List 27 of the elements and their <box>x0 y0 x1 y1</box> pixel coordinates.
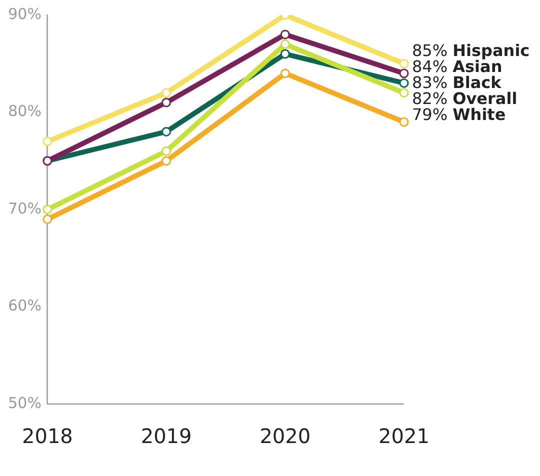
y-tick-label: 70% <box>8 199 42 218</box>
x-tick-label: 2021 <box>378 424 430 448</box>
x-tick-label: 2019 <box>140 424 192 448</box>
point <box>280 39 290 49</box>
point <box>399 58 409 68</box>
y-tick-label: 80% <box>8 102 42 120</box>
y-tick-label: 50% <box>8 394 42 412</box>
y-tick-label: 90% <box>8 4 42 23</box>
point <box>399 88 409 98</box>
x-tick-label: 2020 <box>260 424 311 448</box>
point <box>280 30 290 40</box>
point <box>42 136 52 146</box>
point <box>399 78 409 88</box>
point <box>42 214 52 224</box>
point <box>399 117 409 127</box>
point <box>162 146 172 156</box>
point <box>42 204 52 214</box>
point <box>399 68 409 78</box>
point <box>162 98 172 108</box>
text: Hispanic <box>452 40 530 60</box>
x-tick-label: 2018 <box>22 424 73 448</box>
point <box>280 68 290 78</box>
point <box>162 126 172 136</box>
point <box>162 88 172 98</box>
point <box>280 49 290 59</box>
y-tick-label: 60% <box>8 296 42 315</box>
point <box>162 156 172 166</box>
